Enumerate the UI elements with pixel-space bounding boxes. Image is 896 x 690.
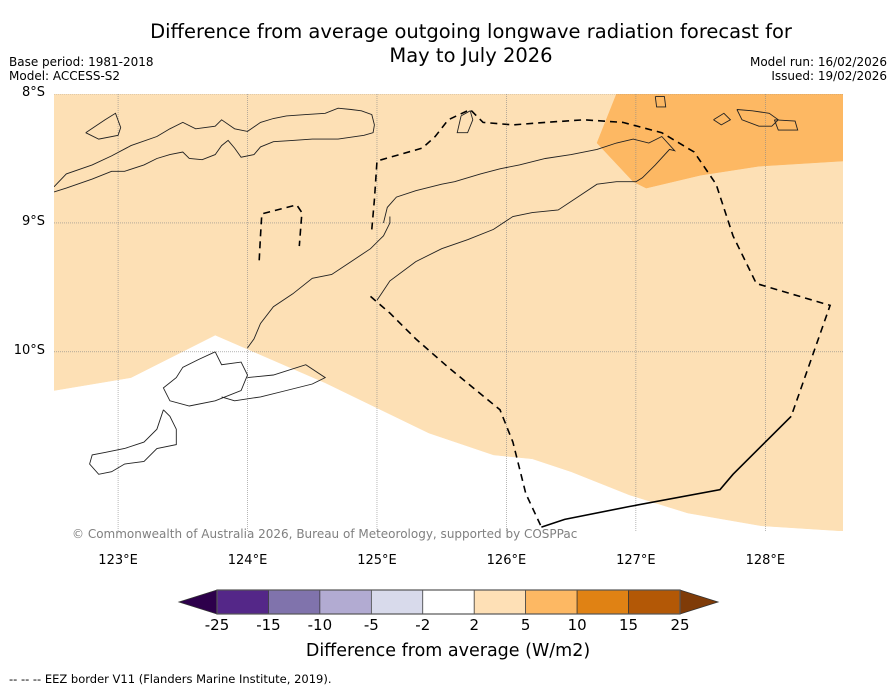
colorbar-label: Difference from average (W/m2) — [305, 641, 591, 661]
eez-border — [371, 108, 832, 417]
eez-border — [541, 415, 792, 528]
title-line-2: May to July 2026 — [389, 44, 553, 67]
coastline — [162, 351, 248, 407]
colorbar — [177, 589, 720, 615]
lon-tick-label: 125°E — [357, 553, 397, 568]
colorbar-tick: 10 — [567, 616, 587, 634]
colorbar-bin — [370, 589, 424, 615]
lon-tick-label: 127°E — [616, 553, 656, 568]
coastline — [713, 112, 732, 126]
colorbar-extend-high — [679, 589, 720, 615]
coastline — [456, 110, 474, 134]
coastline — [89, 409, 177, 475]
lon-tick-label: 126°E — [486, 553, 527, 568]
colorbar-tick: 15 — [619, 616, 639, 634]
colorbar-tick: -15 — [256, 616, 281, 634]
colorbar-extend-low — [177, 589, 218, 615]
colorbar-bin — [576, 589, 629, 615]
coastline — [383, 135, 677, 224]
model-name: Model: ACCESS-S2 — [9, 69, 121, 83]
anomaly-region-5-to-10 — [596, 94, 843, 189]
eez-border — [369, 295, 543, 528]
map-title: Difference from average outgoing longwav… — [0, 20, 896, 68]
coastline — [221, 364, 327, 402]
coastline — [736, 109, 779, 127]
colorbar-bin — [525, 589, 578, 615]
coastline — [247, 216, 391, 349]
anomaly-fill-layer — [54, 94, 843, 531]
coastline — [773, 119, 799, 131]
lon-tick-label: 128°E — [745, 553, 786, 568]
lon-tick-label: 124°E — [227, 553, 268, 568]
graticule — [54, 94, 843, 531]
copyright-notice: © Commonwealth of Australia 2026, Bureau… — [72, 527, 578, 541]
eez-border-layer — [258, 108, 832, 528]
meta-right: Model run: 16/02/2026 Issued: 19/02/2026 — [750, 55, 887, 83]
colorbar-tick: -10 — [307, 616, 333, 634]
coastline — [376, 181, 636, 301]
anomaly-region-2-to-5 — [54, 94, 843, 531]
lon-tick-label: 123°E — [98, 553, 138, 568]
coastline-layer — [54, 96, 799, 475]
coastline — [85, 112, 122, 140]
coastline — [54, 107, 375, 193]
colorbar-tick: 5 — [520, 616, 531, 634]
lat-tick-label: 8°S — [21, 85, 45, 100]
colorbar-outline — [216, 589, 681, 615]
lat-tick-label: 10°S — [13, 342, 45, 358]
lat-tick-label: 9°S — [21, 213, 45, 229]
colorbar-tick: 25 — [670, 616, 690, 634]
meta-left: Base period: 1981-2018 Model: ACCESS-S2 — [9, 55, 154, 83]
colorbar-tick: 2 — [469, 616, 479, 634]
colorbar-bin — [216, 589, 269, 615]
colorbar-tick: -5 — [363, 616, 379, 634]
colorbar-bin — [422, 589, 475, 615]
eez-legend-note: -- -- -- EEZ border V11 (Flanders Marine… — [9, 672, 332, 686]
issued-date: Issued: 19/02/2026 — [771, 69, 887, 83]
colorbar-tick: -2 — [415, 616, 431, 634]
colorbar-bin — [268, 589, 321, 615]
colorbar-bin — [473, 589, 527, 615]
base-period: Base period: 1981-2018 — [9, 55, 154, 69]
title-line-1: Difference from average outgoing longwav… — [150, 20, 792, 43]
colorbar-bin — [628, 589, 681, 615]
eez-border — [258, 203, 303, 261]
model-run-date: Model run: 16/02/2026 — [749, 55, 887, 69]
coastline — [654, 96, 667, 108]
colorbar-bin — [319, 589, 372, 615]
colorbar-tick: -25 — [204, 616, 230, 634]
